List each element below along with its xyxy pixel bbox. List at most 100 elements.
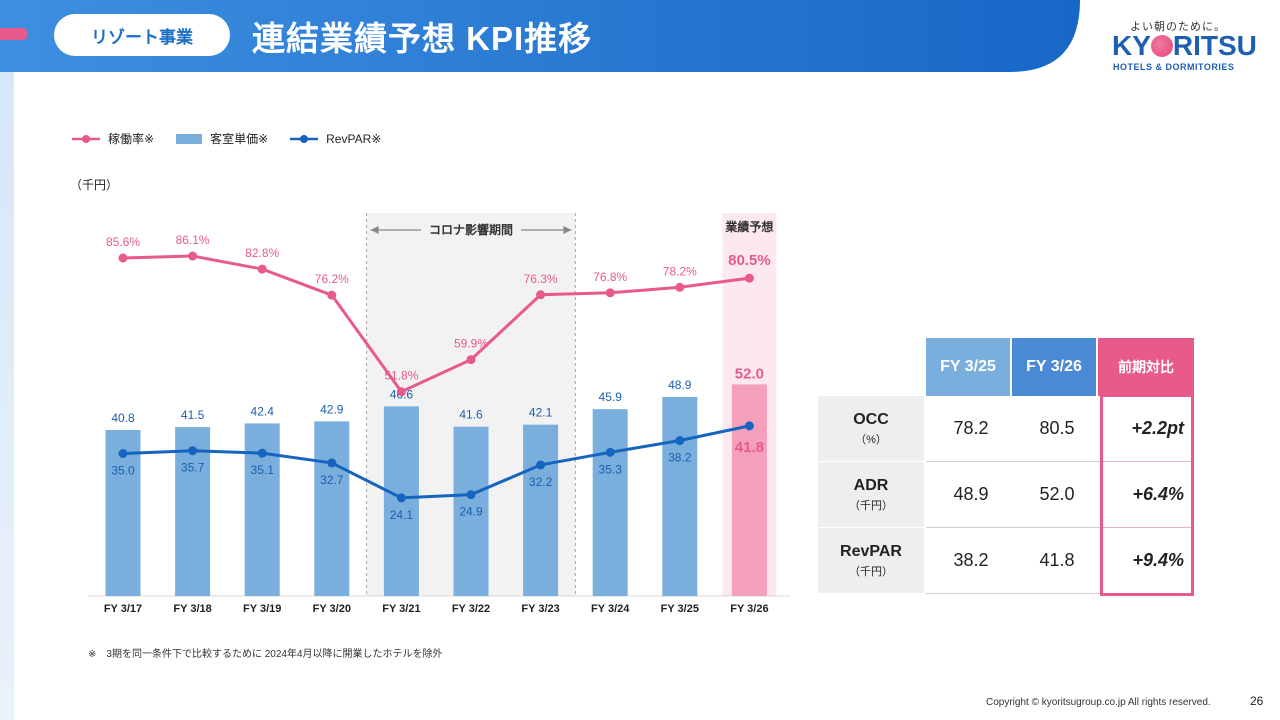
row-label-adr: ADR xyxy=(853,476,889,494)
logo-text-pre: KY xyxy=(1112,30,1151,61)
occ-data-label: 76.8% xyxy=(593,270,627,284)
forecast-label: 業績予想 xyxy=(724,219,773,234)
logo-subtitle: HOTELS & DORMITORIES xyxy=(1113,62,1235,72)
covid-arrowhead-left xyxy=(370,226,379,234)
occ-line xyxy=(122,254,750,394)
x-tick-label: FY 3/26 xyxy=(730,603,768,615)
yoy-highlight-frame xyxy=(1100,394,1194,596)
revpar-data-label: 32.2 xyxy=(529,475,553,489)
x-tick-label: FY 3/24 xyxy=(591,603,630,615)
logo-sun-icon xyxy=(1150,35,1173,57)
logo-tagline: よい朝のために。 xyxy=(1130,20,1226,33)
x-tick-label: FY 3/25 xyxy=(661,603,699,615)
occ-point xyxy=(466,355,476,365)
unit-label: （千円） xyxy=(70,178,119,192)
legend-adr: 客室単価※ xyxy=(176,130,268,147)
chart-legend: 稼働率※ 客室単価※ RevPAR※ xyxy=(72,130,397,147)
occ-data-label: 76.3% xyxy=(524,272,558,286)
occ-point xyxy=(396,387,406,397)
x-tick-label: FY 3/19 xyxy=(243,603,281,615)
revpar-data-label: 35.0 xyxy=(111,464,135,478)
revpar-data-label: 41.8 xyxy=(735,439,764,456)
row-unit-adr: （千円） xyxy=(849,499,893,512)
table-row-label-revpar: RevPAR （千円） xyxy=(818,528,924,594)
legend-revpar: RevPAR※ xyxy=(290,132,381,146)
accent-bar xyxy=(0,28,28,40)
occ-point xyxy=(675,282,685,292)
row-unit-revpar: （千円） xyxy=(849,565,893,578)
adr-fy26: 52.0 xyxy=(1014,462,1100,528)
occ-data-label: 80.5% xyxy=(728,252,771,269)
legend-revpar-marker xyxy=(290,134,319,143)
logo-text-post: RITSU xyxy=(1172,30,1257,61)
occ-point xyxy=(118,253,128,263)
x-tick-label: FY 3/20 xyxy=(313,603,351,615)
revpar-data-label: 24.9 xyxy=(459,505,483,519)
adr-data-label: 41.6 xyxy=(459,408,483,422)
occ-data-label: 76.2% xyxy=(315,272,349,286)
legend-occ-marker xyxy=(72,134,100,143)
adr-data-label: 52.0 xyxy=(735,365,764,382)
company-logo: KY RITSU xyxy=(1112,30,1257,62)
table-header-yoy: 前期対比 xyxy=(1098,338,1194,396)
header-banner xyxy=(0,0,1080,72)
revpar-data-label: 32.7 xyxy=(320,473,344,487)
adr-bar xyxy=(592,409,628,596)
adr-fy25: 48.9 xyxy=(926,462,1016,528)
page-number: 26 xyxy=(1250,694,1264,708)
adr-bar xyxy=(453,426,489,596)
row-label-occ: OCC xyxy=(853,410,889,428)
adr-data-label: 48.9 xyxy=(668,378,692,392)
adr-bar xyxy=(662,396,698,596)
x-tick-label: FY 3/23 xyxy=(521,603,559,615)
occ-point xyxy=(605,288,615,298)
kpi-chart: コロナ影響期間業績予想40.841.542.442.946.641.642.14… xyxy=(88,213,790,615)
occ-point xyxy=(188,251,198,261)
revpar-fy25: 38.2 xyxy=(926,528,1016,594)
page-title: 連結業績予想 KPI推移 xyxy=(252,20,593,57)
revpar-point xyxy=(327,458,337,468)
occ-data-label: 85.6% xyxy=(106,235,140,249)
x-tick-label: FY 3/17 xyxy=(104,603,142,615)
revpar-point xyxy=(675,436,685,446)
occ-data-label: 86.1% xyxy=(176,233,210,247)
occ-data-label: 82.8% xyxy=(245,246,279,260)
revpar-point xyxy=(605,447,615,457)
copyright: Copyright © kyoritsugroup.co.jp All righ… xyxy=(986,697,1211,708)
occ-fy26: 80.5 xyxy=(1014,396,1100,462)
x-tick-label: FY 3/18 xyxy=(173,603,211,615)
adr-data-label: 40.8 xyxy=(111,411,135,425)
covid-arrowhead-right xyxy=(563,226,572,234)
legend-adr-label: 客室単価※ xyxy=(210,132,269,146)
revpar-line xyxy=(122,424,750,500)
legend-occ: 稼働率※ xyxy=(72,130,154,147)
left-decor-strip xyxy=(0,72,14,720)
adr-data-label: 42.1 xyxy=(529,406,553,420)
occ-point xyxy=(327,290,337,300)
x-tick-label: FY 3/22 xyxy=(452,603,490,615)
adr-bar xyxy=(314,421,350,596)
revpar-data-label: 24.1 xyxy=(390,508,414,522)
revpar-point xyxy=(396,493,406,503)
revpar-point xyxy=(257,448,267,458)
revpar-point xyxy=(744,421,754,431)
occ-fy25: 78.2 xyxy=(926,396,1016,462)
revpar-point xyxy=(188,446,198,456)
table-header-fy26: FY 3/26 xyxy=(1012,338,1096,396)
adr-bar xyxy=(731,384,767,596)
adr-data-label: 42.4 xyxy=(251,404,275,418)
row-unit-occ: （%） xyxy=(855,433,887,446)
adr-bar xyxy=(175,427,211,596)
occ-point xyxy=(536,290,546,300)
legend-adr-marker xyxy=(176,133,203,144)
footnote: ※ 3期を同一条件下で比較するために 2024年4月以降に開業したホテルを除外 xyxy=(88,649,443,660)
legend-revpar-label: RevPAR※ xyxy=(326,131,382,146)
occ-point xyxy=(257,264,267,274)
occ-data-label: 51.8% xyxy=(384,369,418,383)
kpi-table: FY 3/25 FY 3/26 前期対比 OCC （%） 78.2 80.5 +… xyxy=(818,338,1198,600)
covid-label: コロナ影響期間 xyxy=(429,222,513,237)
table-header-fy25: FY 3/25 xyxy=(926,338,1010,396)
legend-occ-label: 稼働率※ xyxy=(108,132,155,146)
revpar-point xyxy=(466,490,476,500)
occ-point xyxy=(744,273,754,283)
